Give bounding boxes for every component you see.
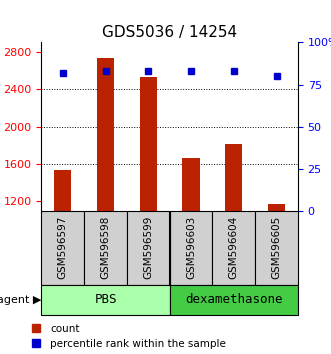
- Bar: [225, 144, 242, 211]
- FancyBboxPatch shape: [127, 211, 169, 285]
- Title: GDS5036 / 14254: GDS5036 / 14254: [102, 25, 237, 40]
- FancyBboxPatch shape: [84, 211, 127, 285]
- Text: GSM596598: GSM596598: [101, 216, 111, 279]
- Text: agent ▶: agent ▶: [0, 295, 41, 305]
- FancyBboxPatch shape: [169, 285, 298, 315]
- FancyBboxPatch shape: [255, 211, 298, 285]
- Bar: [54, 170, 71, 211]
- Bar: [268, 204, 285, 211]
- FancyBboxPatch shape: [41, 211, 84, 285]
- Bar: [140, 77, 157, 211]
- Text: PBS: PBS: [94, 293, 117, 307]
- FancyBboxPatch shape: [169, 211, 213, 285]
- Text: GSM596603: GSM596603: [186, 216, 196, 279]
- FancyBboxPatch shape: [41, 285, 169, 315]
- Bar: [97, 58, 114, 211]
- Text: GSM596605: GSM596605: [271, 216, 282, 279]
- Text: GSM596604: GSM596604: [229, 216, 239, 279]
- Text: GSM596599: GSM596599: [143, 216, 153, 279]
- FancyBboxPatch shape: [213, 211, 255, 285]
- Legend: count, percentile rank within the sample: count, percentile rank within the sample: [32, 324, 226, 349]
- Text: GSM596597: GSM596597: [58, 216, 68, 279]
- Bar: [182, 158, 200, 211]
- Text: dexamethasone: dexamethasone: [185, 293, 283, 307]
